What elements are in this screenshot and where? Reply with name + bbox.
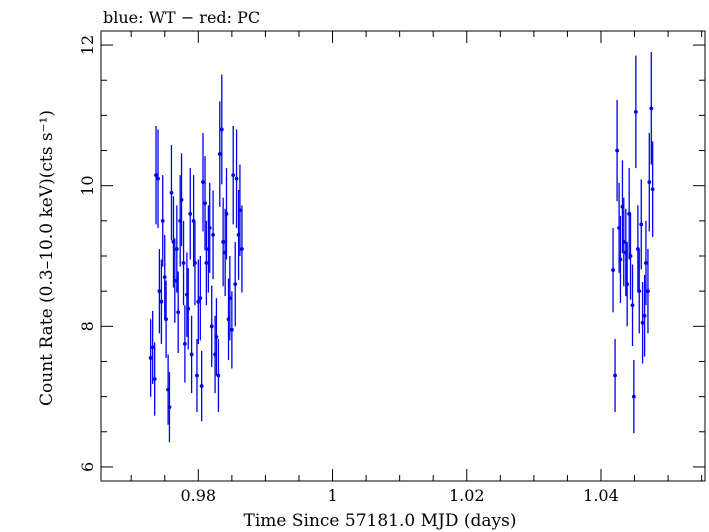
data-point	[637, 289, 642, 294]
chart-title: blue: WT − red: PC	[103, 8, 260, 27]
y-axis: 6 8 10 12	[78, 35, 705, 472]
y-axis-label: Count Rate (0.3–10.0 keV)(cts s⁻¹)	[37, 110, 57, 406]
data-point	[164, 317, 168, 322]
y-tick-label-2: 10	[78, 176, 97, 196]
data-point	[621, 240, 626, 244]
data-point	[154, 173, 158, 178]
data-point	[152, 377, 157, 381]
data-point	[640, 320, 645, 325]
data-point	[179, 197, 184, 202]
data-point	[214, 334, 219, 339]
data-point	[189, 352, 194, 357]
data-point	[176, 310, 181, 315]
data-point	[174, 247, 179, 251]
data-point	[167, 405, 172, 410]
data-point	[172, 278, 177, 283]
y-tick-label-3: 12	[78, 35, 97, 55]
data-point	[157, 289, 162, 294]
data-point	[203, 201, 207, 206]
data-point	[649, 106, 654, 111]
data-point	[156, 176, 160, 181]
series-0	[148, 74, 244, 443]
data-point	[201, 180, 205, 185]
x-tick-label-3: 1.04	[583, 486, 619, 505]
data-point	[188, 211, 193, 216]
data-point	[224, 211, 229, 216]
series-1	[611, 52, 655, 434]
data-point	[162, 275, 167, 279]
data-series	[148, 52, 655, 443]
data-point	[647, 180, 652, 185]
data-point	[221, 240, 226, 244]
data-point	[644, 261, 648, 265]
data-point	[198, 296, 203, 301]
data-point	[159, 299, 164, 304]
y-tick-label-0: 6	[78, 462, 97, 472]
data-point	[227, 296, 232, 301]
data-point	[630, 303, 635, 308]
data-point	[207, 225, 212, 230]
data-point	[642, 313, 647, 318]
data-point	[182, 341, 187, 346]
data-point	[631, 394, 636, 399]
data-point	[229, 327, 234, 332]
x-axis-label: Time Since 57181.0 MJD (days)	[244, 511, 517, 531]
plot-frame	[100, 30, 706, 482]
data-point	[169, 190, 174, 195]
data-point	[193, 261, 197, 265]
data-point	[219, 127, 224, 132]
data-point	[217, 152, 222, 156]
data-point	[633, 109, 638, 114]
x-tick-label-1: 1	[327, 486, 337, 505]
x-tick-label-0: 0.98	[180, 486, 216, 505]
data-point	[233, 282, 238, 287]
data-point	[209, 324, 214, 329]
data-point	[211, 233, 215, 237]
data-point	[160, 218, 165, 223]
data-point	[148, 356, 153, 360]
data-point	[204, 261, 209, 265]
data-point	[234, 176, 239, 181]
data-point	[186, 306, 191, 311]
data-point	[240, 247, 244, 251]
data-point	[611, 268, 615, 272]
data-point	[625, 282, 630, 287]
data-point	[195, 373, 199, 378]
data-point	[150, 345, 155, 350]
data-point	[216, 373, 221, 378]
data-point	[628, 254, 633, 258]
data-point	[615, 148, 619, 153]
x-axis: 0.98 1 1.02 1.04	[130, 31, 703, 505]
data-point	[181, 261, 186, 265]
data-point	[618, 257, 623, 262]
data-point	[650, 187, 655, 192]
data-point	[196, 299, 201, 304]
data-point	[639, 222, 644, 227]
data-point	[231, 173, 236, 178]
data-point	[613, 373, 617, 378]
data-point	[199, 384, 204, 388]
data-point	[646, 289, 650, 294]
data-point	[238, 208, 242, 213]
y-tick-label-1: 8	[78, 321, 97, 331]
x-tick-label-2: 1.02	[449, 486, 485, 505]
